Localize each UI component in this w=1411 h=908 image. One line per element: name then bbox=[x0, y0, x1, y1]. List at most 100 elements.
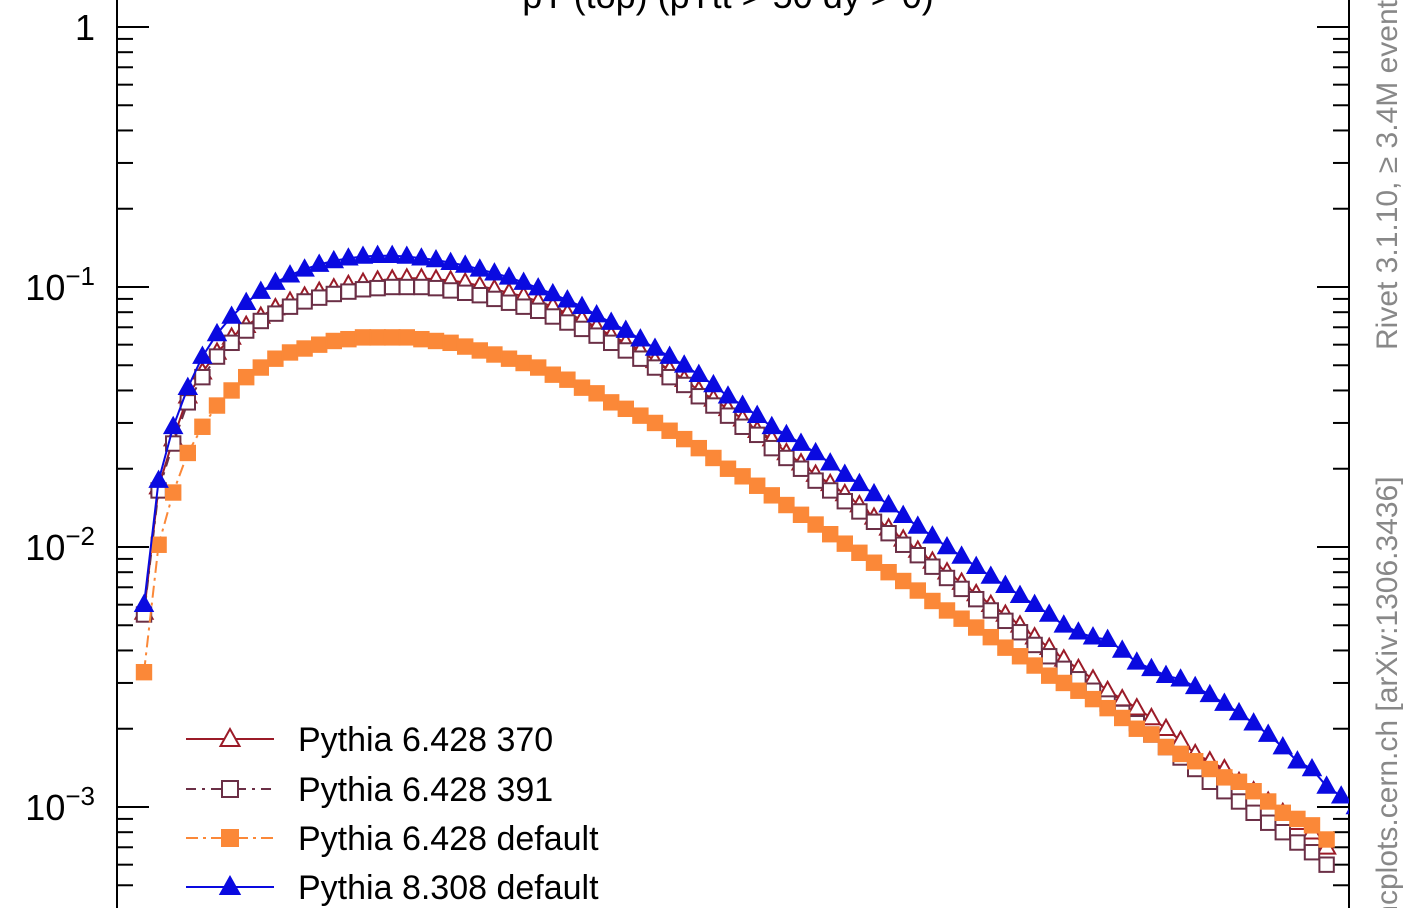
data-point bbox=[749, 477, 766, 494]
data-point bbox=[1053, 614, 1075, 633]
data-point bbox=[924, 558, 941, 575]
data-point bbox=[1303, 817, 1321, 834]
data-point bbox=[1068, 621, 1089, 640]
data-point bbox=[484, 262, 505, 281]
data-point bbox=[907, 515, 929, 534]
data-point bbox=[530, 302, 547, 319]
y-tick-label: 10−2 bbox=[25, 521, 95, 568]
legend-label: Pythia 8.308 default bbox=[298, 869, 599, 907]
data-point bbox=[719, 407, 737, 424]
data-point bbox=[354, 281, 372, 298]
data-point bbox=[325, 285, 343, 303]
data-point bbox=[427, 332, 445, 350]
data-point bbox=[340, 330, 357, 348]
data-point bbox=[805, 441, 826, 461]
data-point bbox=[515, 298, 532, 315]
data-point bbox=[1345, 808, 1349, 815]
data-point bbox=[646, 359, 664, 376]
data-point bbox=[1141, 657, 1162, 677]
series-1 bbox=[133, 267, 1337, 855]
data-point bbox=[865, 513, 883, 531]
data-point bbox=[557, 289, 578, 308]
data-point bbox=[1230, 773, 1248, 791]
data-point bbox=[1272, 736, 1294, 755]
legend-label: Pythia 6.428 default bbox=[298, 820, 599, 858]
data-point bbox=[1097, 628, 1118, 648]
data-point bbox=[1070, 682, 1087, 699]
y-tick-label: 1 bbox=[75, 7, 95, 48]
data-point bbox=[807, 472, 824, 489]
data-point bbox=[951, 545, 972, 564]
data-point bbox=[1099, 699, 1116, 717]
data-point bbox=[1155, 717, 1177, 737]
data-point bbox=[221, 780, 239, 798]
data-point bbox=[588, 327, 605, 344]
data-point bbox=[296, 340, 313, 357]
data-point bbox=[790, 432, 812, 451]
data-point bbox=[1041, 667, 1058, 684]
data-point bbox=[427, 279, 445, 297]
data-point bbox=[763, 487, 780, 504]
data-point bbox=[1111, 639, 1133, 658]
data-point bbox=[1216, 783, 1233, 800]
data-point bbox=[1024, 593, 1045, 612]
data-point bbox=[530, 359, 547, 376]
data-point bbox=[1055, 674, 1072, 692]
data-point bbox=[705, 449, 722, 467]
data-point bbox=[471, 286, 489, 304]
data-point bbox=[965, 555, 987, 574]
data-point bbox=[340, 283, 357, 300]
data-point bbox=[1289, 834, 1306, 851]
data-point bbox=[778, 496, 795, 514]
data-point bbox=[457, 284, 474, 301]
y-tick-label: 10−1 bbox=[25, 261, 95, 308]
data-point bbox=[165, 484, 182, 501]
data-point bbox=[1128, 720, 1145, 737]
data-point bbox=[1011, 624, 1029, 641]
data-point bbox=[676, 376, 693, 394]
data-point bbox=[235, 291, 257, 311]
data-point bbox=[381, 244, 403, 263]
data-point bbox=[294, 258, 315, 277]
data-point bbox=[396, 245, 418, 264]
data-point bbox=[442, 334, 459, 352]
data-point bbox=[909, 582, 926, 599]
data-point bbox=[690, 439, 707, 457]
data-point bbox=[194, 368, 211, 386]
data-point bbox=[527, 277, 549, 296]
series-layer bbox=[133, 244, 1349, 873]
data-point bbox=[646, 414, 664, 432]
data-point bbox=[457, 338, 474, 355]
data-point bbox=[603, 394, 620, 411]
data-point bbox=[851, 544, 868, 561]
data-point bbox=[880, 524, 897, 542]
data-point bbox=[500, 350, 518, 367]
data-point bbox=[267, 350, 284, 367]
data-point bbox=[1318, 856, 1335, 873]
data-point bbox=[880, 563, 897, 581]
data-point bbox=[1257, 723, 1279, 742]
data-point bbox=[544, 308, 561, 325]
data-point bbox=[296, 293, 313, 310]
data-point bbox=[703, 373, 724, 393]
legend-label: Pythia 6.428 391 bbox=[298, 771, 553, 809]
data-point bbox=[1026, 657, 1043, 674]
data-point bbox=[1026, 636, 1043, 654]
data-point bbox=[454, 254, 476, 273]
data-point bbox=[218, 726, 242, 747]
data-point bbox=[644, 337, 666, 356]
data-point bbox=[909, 546, 926, 564]
data-point bbox=[223, 382, 240, 399]
data-point bbox=[878, 493, 899, 513]
data-point bbox=[995, 574, 1016, 593]
data-point bbox=[559, 371, 576, 388]
data-point bbox=[311, 336, 328, 353]
data-point bbox=[1009, 584, 1031, 603]
data-point bbox=[615, 319, 637, 338]
data-point bbox=[997, 639, 1014, 656]
data-point bbox=[632, 407, 649, 424]
data-point bbox=[1170, 668, 1191, 687]
data-point bbox=[208, 397, 226, 414]
data-point bbox=[311, 289, 328, 306]
